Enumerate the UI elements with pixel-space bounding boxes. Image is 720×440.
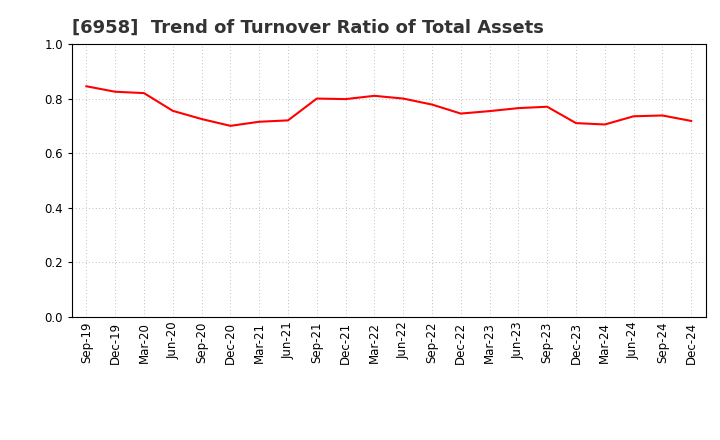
Text: [6958]  Trend of Turnover Ratio of Total Assets: [6958] Trend of Turnover Ratio of Total … [72, 19, 544, 37]
